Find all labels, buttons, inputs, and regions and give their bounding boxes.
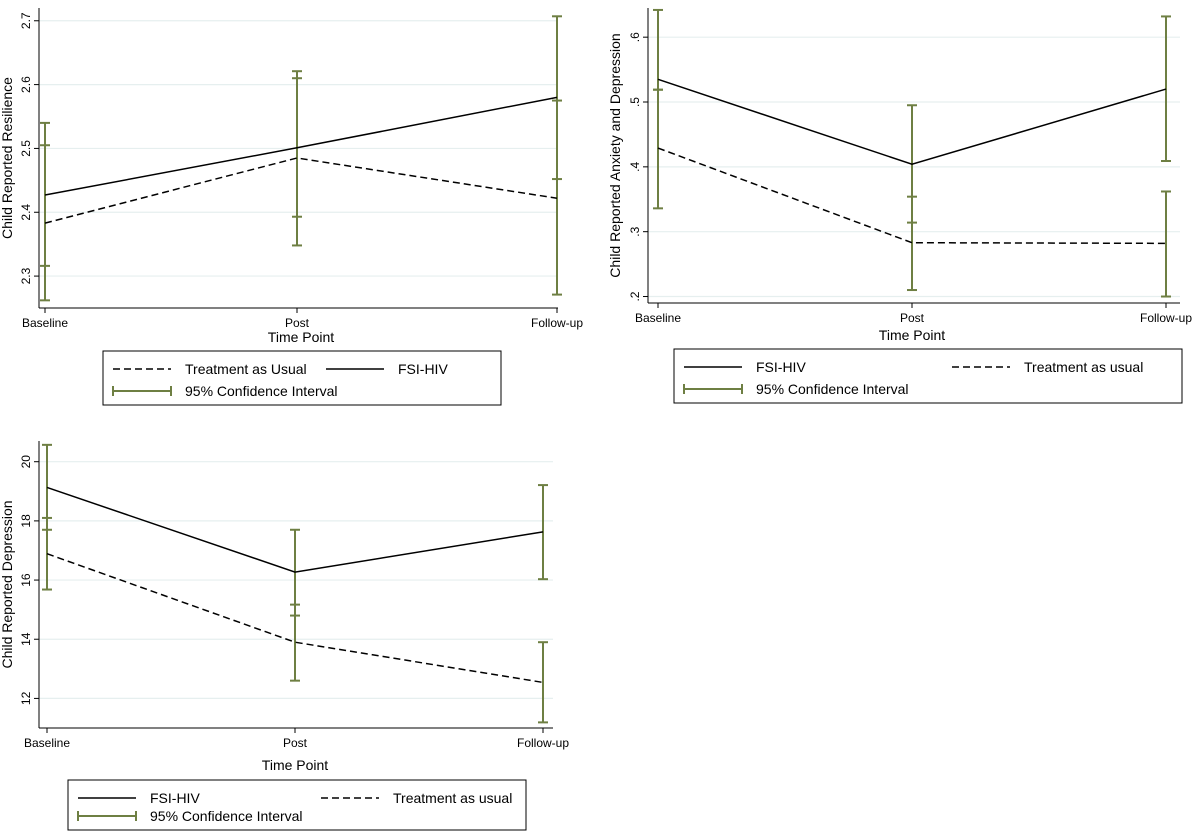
y-tick-label: .2 [628, 291, 642, 301]
x-tick-label: Post [283, 736, 308, 750]
x-tick-label: Baseline [635, 311, 681, 325]
y-tick-label: .5 [628, 97, 642, 107]
y-axis-title: Child Reported Anxiety and Depression [607, 33, 623, 277]
x-tick-label: Follow-up [531, 316, 583, 330]
chart-3: 12 14 16 18 20 Baseline Post Follow-up Time Poin… [0, 441, 569, 831]
x-tick-label: Follow-up [517, 736, 569, 750]
series-line-dashed [657, 147, 1167, 245]
y-tick-label: .3 [628, 226, 642, 236]
legend-label: FSI-HIV [756, 359, 806, 375]
series-line-solid [657, 78, 1167, 166]
x-tick-label: Post [900, 311, 925, 325]
y-tick-label: 12 [19, 691, 33, 705]
y-tick-label: 2.4 [19, 204, 33, 221]
y-tick-label: 20 [19, 455, 33, 469]
y-tick-label: 16 [19, 573, 33, 587]
chart-1: 2.3 2.4 2.5 2.6 2.7 Baseline Post Follow-up Time… [0, 8, 583, 406]
y-tick-label: 14 [19, 632, 33, 646]
legend-label: FSI-HIV [398, 361, 448, 377]
y-tick-label: 2.5 [19, 140, 33, 157]
x-axis-title: Time Point [262, 757, 329, 773]
y-axis-title: Child Reported Resilience [0, 77, 15, 239]
series-line-solid [44, 96, 558, 196]
x-tick-label: Baseline [22, 316, 68, 330]
legend-box [67, 779, 527, 831]
y-tick-label: 2.6 [19, 76, 33, 93]
y-tick-label: 18 [19, 514, 33, 528]
chart-2: .2 .3 .4 .5 .6 Baseline Post Follow-up Time Poin… [607, 8, 1192, 404]
legend-label: Treatment as usual [1024, 359, 1143, 375]
legend: FSI-HIV Treatment as usual 95% Confidence … [67, 779, 527, 831]
y-tick-label: 2.3 [19, 267, 33, 284]
x-tick-label: Baseline [24, 736, 70, 750]
series-line-solid [46, 486, 544, 573]
series-line-dashed [46, 553, 544, 684]
legend-label: 95% Confidence Interval [756, 381, 909, 397]
series-line-dashed [44, 157, 558, 224]
legend: Treatment as Usual FSI-HIV 95% Confidence … [102, 350, 502, 406]
y-tick-label: 2.7 [19, 12, 33, 29]
legend-box [102, 350, 502, 406]
x-axis-title: Time Point [879, 327, 946, 343]
x-tick-label: Follow-up [1140, 311, 1192, 325]
legend-box [673, 348, 1183, 404]
y-tick-label: .6 [628, 32, 642, 42]
x-axis-title: Time Point [268, 329, 335, 345]
y-tick-label: .4 [628, 162, 642, 172]
y-axis-title: Child Reported Depression [0, 500, 15, 668]
x-tick-label: Post [285, 316, 310, 330]
legend-label: Treatment as usual [393, 790, 512, 806]
legend-label: Treatment as Usual [185, 361, 307, 377]
legend-label: 95% Confidence Interval [185, 383, 338, 399]
legend: FSI-HIV Treatment as usual 95% Confidence … [673, 348, 1183, 404]
legend-label: FSI-HIV [150, 790, 200, 806]
legend-label: 95% Confidence Interval [150, 808, 303, 824]
